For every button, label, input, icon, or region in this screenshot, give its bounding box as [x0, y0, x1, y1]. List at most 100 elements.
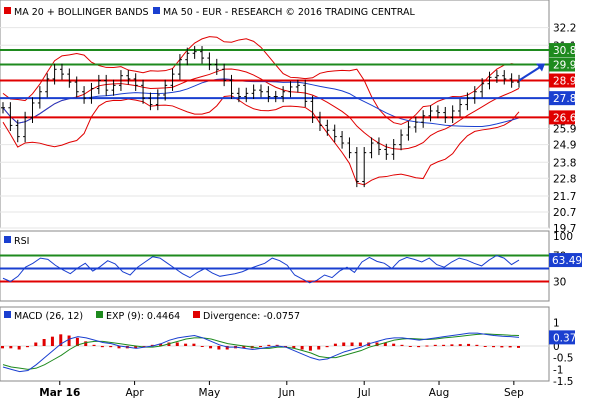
macd-legend-label: MACD (26, 12) [14, 311, 83, 322]
divergence-bar [467, 343, 471, 346]
divergence-bar [109, 346, 113, 348]
divergence-bar [350, 342, 354, 346]
ma50-legend-label: MA 50 - EUR - RESEARCH © 2016 TRADING CE… [163, 7, 415, 18]
divergence-bar [275, 344, 279, 346]
divergence-bar [175, 342, 179, 346]
macd-y-tick-label: -0.5 [553, 353, 574, 365]
price-y-tick-label: 19.7 [553, 223, 576, 235]
rsi-legend-swatch [4, 236, 11, 243]
exp-legend-label: EXP (9): 0.4464 [106, 311, 180, 322]
bollinger-lower-band [2, 95, 520, 186]
divergence-bar [209, 346, 213, 349]
macd-current-value: 0.37 [553, 332, 576, 344]
macd-y-tick-label: -1 [553, 364, 563, 376]
x-axis-label: Apr [125, 387, 144, 399]
divergence-bar [75, 337, 79, 346]
divergence-bar [259, 346, 262, 347]
macd-line [2, 332, 520, 373]
divergence-bar [17, 346, 21, 350]
price-level-label: 27.8 [553, 93, 576, 105]
ma50-legend-swatch [153, 7, 160, 14]
x-axis-label: Jun [278, 387, 295, 399]
x-axis-label: Sep [504, 387, 524, 399]
rsi-current-value: 63.49 [552, 255, 582, 267]
divergence-bar [383, 342, 387, 346]
price-level-label-box [549, 43, 575, 58]
x-axis-label: May [199, 387, 221, 399]
divergence-bar [67, 335, 71, 346]
price-level-label: 29.9 [553, 59, 576, 71]
divergence-bar [517, 346, 520, 348]
macd-y-tick-label: -1.5 [553, 376, 574, 388]
divergence-bar [425, 345, 429, 347]
divergence-bar [92, 344, 96, 346]
divergence-bar [117, 346, 121, 349]
price-y-tick-label: 21.7 [553, 191, 576, 203]
divergence-bar [150, 344, 154, 346]
price-level-label-box [549, 91, 575, 106]
divergence-bar [200, 346, 204, 347]
price-panel [0, 27, 549, 229]
divergence-bar [1, 346, 4, 349]
price-y-tick-label: 32.2 [553, 23, 576, 35]
divergence-bar [500, 346, 504, 348]
divergence-bar [34, 342, 38, 346]
divergence-bar [292, 346, 296, 349]
price-level-label: 26.6 [553, 112, 577, 124]
price-y-tick-label: 24.9 [553, 140, 576, 152]
axis-labels: 32.231.125.924.923.822.821.720.719.730.8… [39, 23, 582, 399]
rsi-y-tick-label: 30 [553, 277, 566, 289]
x-axis-label: Mar 16 [39, 387, 80, 399]
divergence-bar [342, 342, 346, 346]
divergence-bar [408, 346, 412, 347]
price-level-label: 28.9 [553, 76, 576, 88]
rsi-legend: RSI [4, 236, 29, 247]
price-level-label: 30.8 [553, 45, 576, 57]
rsi-line [2, 254, 520, 284]
divergence-bar [159, 343, 163, 346]
divergence-bar [225, 346, 229, 350]
x-axis-label: Aug [429, 387, 450, 399]
price-level-label-box [549, 73, 575, 88]
divergence-bar [217, 346, 221, 350]
price-y-tick-label: 22.8 [553, 173, 576, 185]
divergence-bar [192, 343, 196, 346]
macd-panel [0, 332, 549, 373]
divergence-bar [42, 339, 46, 346]
divergence-bar [242, 346, 246, 349]
divergence-bar [50, 336, 54, 346]
ma20-legend-label: MA 20 + BOLLINGER BANDS [14, 7, 149, 18]
price-y-tick-label: 20.7 [553, 207, 576, 219]
divergence-bar [317, 346, 321, 350]
divergence-bar [184, 343, 188, 346]
projection-arrow-head [536, 63, 545, 72]
divergence-bar [325, 346, 329, 348]
price-level-label-box [549, 110, 575, 125]
divergence-bar [267, 344, 271, 346]
divergence-bar [308, 346, 312, 351]
divergence-bar [300, 346, 304, 350]
divergence-bar [134, 346, 138, 349]
ma20-line [2, 68, 520, 150]
divergence-bar [142, 346, 146, 347]
divergence-bar [59, 334, 63, 346]
price-legend: MA 20 + BOLLINGER BANDS MA 50 - EUR - RE… [4, 7, 415, 18]
divergence-bar [508, 346, 512, 348]
divergence-bar [375, 342, 379, 346]
divergence-bar [483, 346, 487, 347]
rsi-y-tick-label: 100 [553, 231, 573, 243]
macd-current-value-box [549, 330, 575, 345]
rsi-legend-label: RSI [14, 236, 29, 247]
divergence-bar [9, 346, 13, 349]
rsi-panel [0, 254, 549, 284]
divergence-bar [358, 342, 362, 346]
price-level-label-box [549, 57, 575, 72]
divergence-bar [442, 344, 446, 346]
divergence-bar [283, 346, 287, 347]
divergence-bar [333, 343, 337, 346]
divergence-legend-swatch [193, 311, 200, 318]
divergence-bar [100, 346, 104, 348]
divergence-bar [458, 344, 462, 346]
divergence-bar [433, 344, 437, 346]
